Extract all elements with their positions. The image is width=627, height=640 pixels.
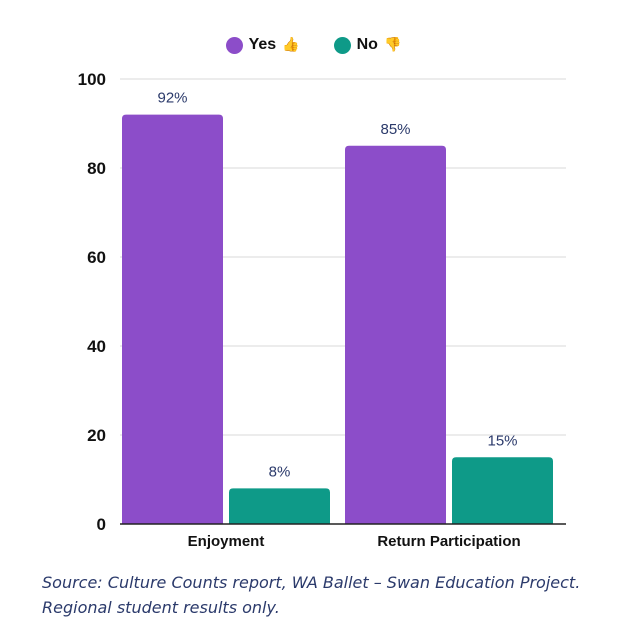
y-tick-label: 0 [97, 515, 106, 534]
bar-no [452, 457, 553, 524]
thumbs-down-icon: 👎 [383, 37, 402, 53]
legend-item-no: No 👎 [333, 36, 402, 54]
bar-no [229, 488, 330, 524]
legend-swatch-yes [225, 36, 243, 54]
legend-swatch-no [333, 36, 351, 54]
bar-chart: 0 20 40 60 80 100 92% 8% Enjoyment 85% 15% Return P… [78, 70, 566, 550]
y-tick-label: 100 [78, 70, 106, 89]
y-tick-label: 80 [87, 159, 106, 178]
source-line-2: Regional student results only. [42, 598, 280, 617]
legend-label-no: No [356, 36, 378, 53]
bar-yes [122, 114, 223, 524]
data-label: 15% [487, 432, 517, 449]
legend-item-yes: Yes 👍 [225, 36, 300, 54]
thumbs-up-icon: 👍 [282, 37, 300, 53]
y-tick-label: 60 [87, 248, 106, 267]
legend-label-yes: Yes [248, 36, 277, 53]
source-line-1: Source: Culture Counts report, WA Ballet… [42, 573, 581, 592]
data-label: 85% [380, 121, 410, 138]
y-tick-label: 40 [87, 337, 106, 356]
bar-yes [345, 145, 446, 524]
data-label: 92% [157, 90, 187, 107]
x-tick-label: Enjoyment [188, 533, 265, 550]
y-tick-label: 20 [87, 426, 106, 445]
x-tick-label: Return Participation [377, 533, 520, 550]
source-note: Source: Culture Counts report, WA Ballet… [42, 570, 612, 620]
legend: Yes 👍 No 👎 [0, 36, 627, 54]
data-label: 8% [269, 463, 291, 480]
